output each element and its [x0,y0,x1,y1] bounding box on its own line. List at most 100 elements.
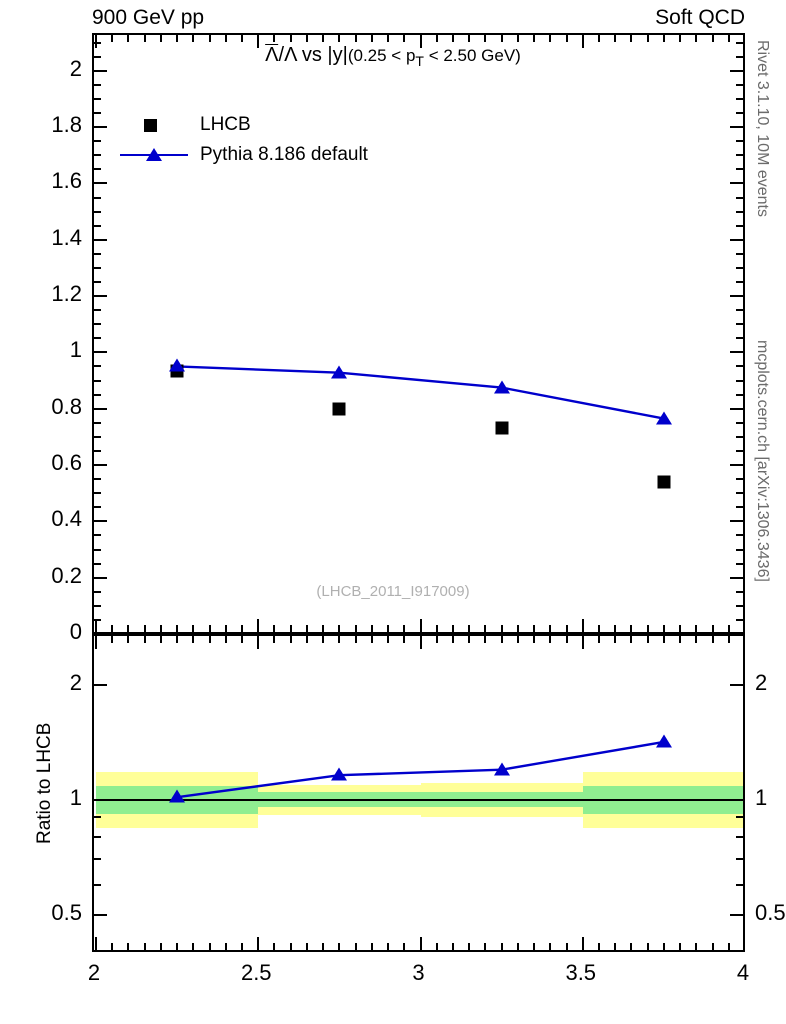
main-xtick [127,625,130,632]
main-xtick [338,35,341,42]
ratio-xtick [159,943,162,950]
main-xtick [208,625,211,632]
main-ylabel: 1.4 [51,224,82,250]
data-point-pythia [655,411,672,425]
ratio-xtick [208,943,211,950]
main-ytick [94,210,101,213]
main-xtick [273,35,276,42]
ratio-xtick [435,636,438,643]
ratio-xlabel: 4 [736,960,750,985]
main-ytick [736,435,743,438]
ratio-xtick [354,943,357,950]
main-xtick [403,625,406,632]
ratio-xtick [241,943,244,950]
ratio-xtick [565,943,568,950]
ratio-xtick [662,943,665,950]
main-ytick [94,252,101,255]
main-ytick [94,337,101,340]
legend-label-lhcb: LHCB [200,114,251,135]
main-ytick [730,182,743,185]
data-point-lhcb [657,475,671,489]
ratio-ytick [736,883,743,886]
main-ytick [94,154,101,157]
ratio-xtick [322,943,325,950]
ratio-reference-line [94,798,743,802]
ratio-xtick [679,636,682,643]
main-ylabel: 0 [69,619,82,644]
main-xtick [468,625,471,632]
main-ytick [94,196,101,199]
mcplots-reference-label: mcplots.cern.ch [arXiv:1306.3436] [754,340,771,582]
main-ytick [94,435,101,438]
ratio-xlabel: 2 [87,960,101,985]
ratio-xtick [419,937,422,950]
ratio-plot-panel [92,634,745,952]
main-ylabel: 0.6 [51,450,82,476]
ratio-ylabel: 1 [69,784,82,810]
ratio-xtick [305,636,308,643]
main-xtick [646,625,649,632]
main-xtick [549,625,552,632]
main-xtick [533,35,536,42]
main-xtick [581,619,584,632]
main-ytick [94,379,101,382]
mc-curve-ratio [176,740,665,799]
plot-title-cond-sub: T [415,52,424,69]
ratio-xtick [646,636,649,643]
main-xtick [646,35,649,42]
ratio-xtick [614,636,617,643]
ratio-xtick [257,937,260,950]
main-ytick [736,168,743,171]
ratio-xlabel: 2.5 [240,960,272,985]
plot-title: Λ/Λ vs |y|(0.25 < pT < 2.50 GeV) [265,44,521,69]
ratio-xtick [565,636,568,643]
main-xtick [305,625,308,632]
main-xtick [435,35,438,42]
ratio-ylabel-right: 2 [755,669,768,695]
line-triangle-marker-icon [118,145,190,165]
main-xtick [95,35,97,48]
square-marker-icon [118,115,190,135]
main-xtick [565,625,568,632]
main-xtick [516,35,519,42]
main-ytick [736,506,743,509]
main-xtick [192,625,195,632]
main-xtick [354,625,357,632]
main-ytick [736,154,743,157]
main-ytick [736,492,743,495]
ratio-xtick [468,636,471,643]
main-ytick [94,280,101,283]
main-xtick [224,35,227,42]
main-ytick [736,337,743,340]
legend-entry-lhcb[interactable]: LHCB [118,110,368,140]
main-ytick [94,520,107,523]
legend-entry-pythia[interactable]: Pythia 8.186 default [118,140,368,170]
ratio-xtick [516,636,519,643]
ratio-xtick [192,943,195,950]
ratio-xtick [711,943,714,950]
main-ytick [94,407,107,410]
main-ytick [736,83,743,86]
main-xtick [597,35,600,42]
ratio-xtick [419,636,422,649]
main-xtick [322,35,325,42]
main-xtick [257,35,260,48]
ratio-xtick [176,943,179,950]
main-ytick [94,97,101,100]
ratio-xtick [451,943,454,950]
main-xtick [549,35,552,42]
main-ytick [730,407,743,410]
main-xtick [500,35,503,42]
ratio-xtick [322,636,325,643]
main-xtick [273,625,276,632]
main-ytick [736,323,743,326]
plot-title-antilambda: Λ [265,44,279,66]
ratio-xtick [451,636,454,643]
main-xtick [565,35,568,42]
ratio-ytick [94,835,101,838]
main-xtick [241,625,244,632]
main-ytick [94,55,101,58]
ratio-xtick [549,943,552,950]
ratio-xtick [533,636,536,643]
ratio-ylabel: 2 [69,669,82,695]
